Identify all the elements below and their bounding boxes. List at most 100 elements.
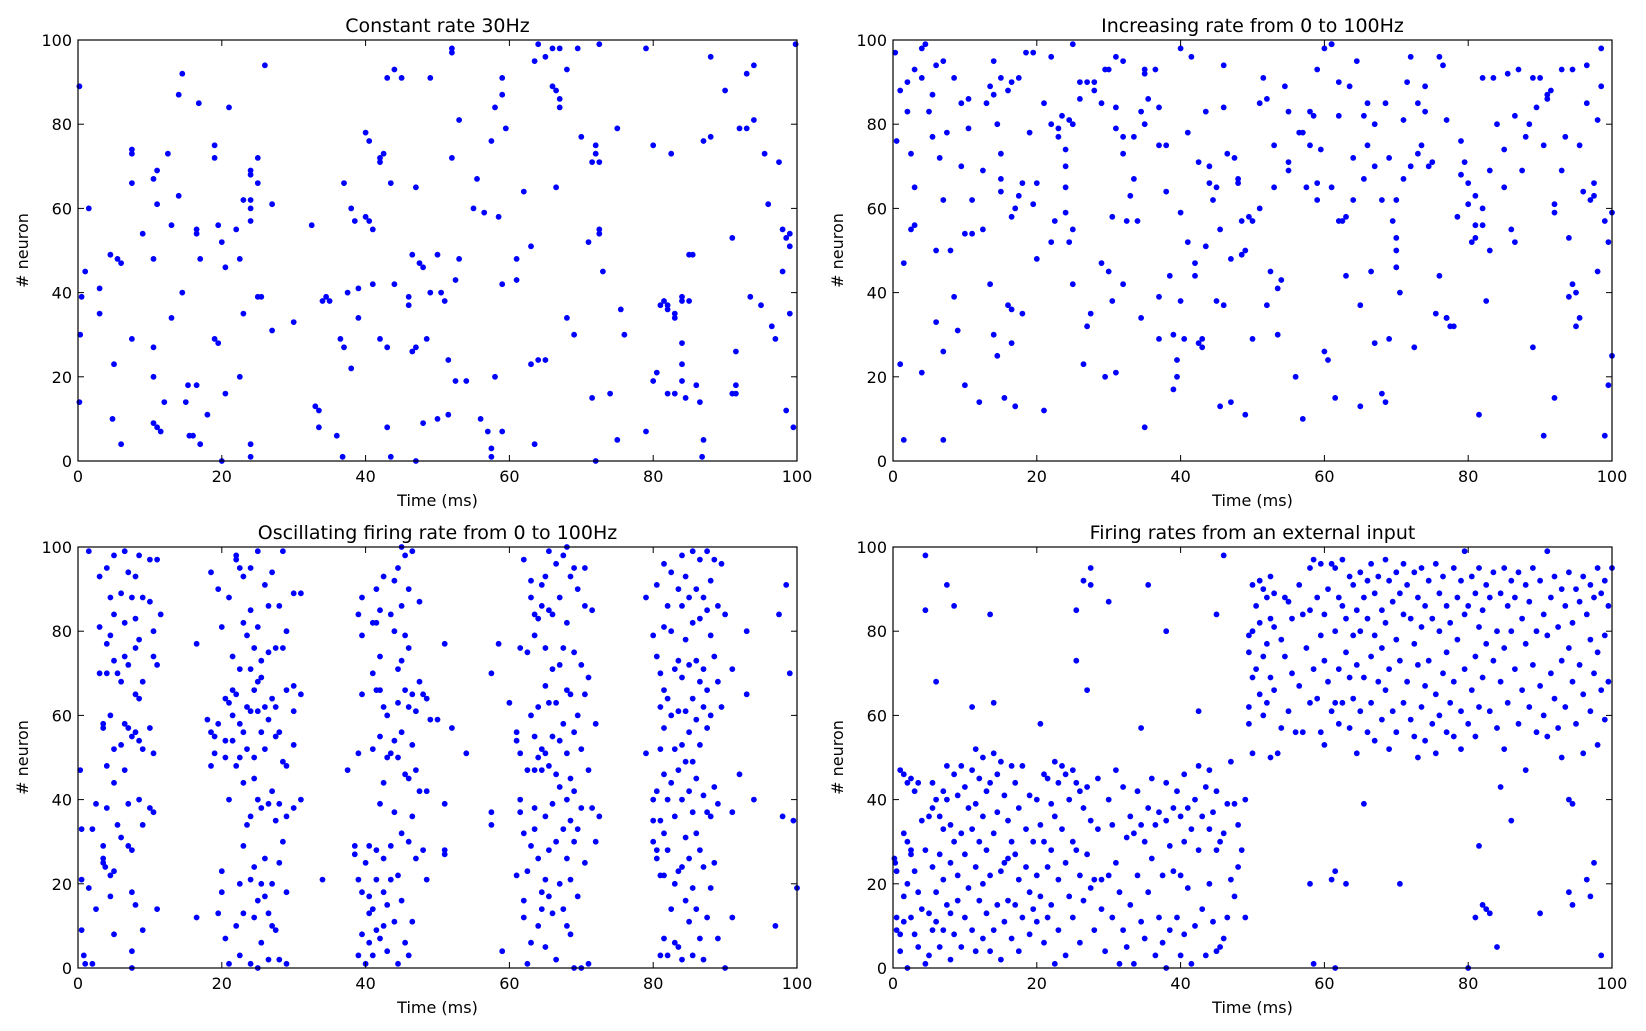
spike-point	[499, 75, 506, 81]
spike-point	[549, 45, 556, 52]
spike-point	[1307, 142, 1313, 149]
spike-point	[1379, 645, 1385, 651]
spike-point	[1282, 594, 1288, 601]
spike-point	[107, 594, 114, 601]
spike-point	[933, 889, 939, 896]
spike-point	[420, 264, 426, 271]
spike-point	[1332, 699, 1339, 706]
spike-point	[1415, 100, 1421, 107]
spike-point	[229, 737, 236, 744]
spike-point	[531, 632, 538, 639]
spike-point	[1181, 771, 1188, 778]
spike-point	[1379, 197, 1385, 203]
spike-point	[1113, 104, 1119, 111]
spike-point	[743, 691, 750, 698]
spike-point	[1472, 234, 1479, 241]
spike-point	[1601, 218, 1608, 224]
spike-point	[391, 737, 398, 744]
spike-point	[240, 729, 247, 736]
x-axis-label: Time (ms)	[396, 998, 478, 1017]
spike-point	[1508, 817, 1515, 824]
spike-point	[911, 222, 918, 229]
spike-point	[1432, 560, 1439, 567]
spike-point	[359, 931, 365, 938]
spike-point	[513, 872, 520, 879]
spike-point	[538, 603, 545, 609]
spike-point	[1145, 96, 1152, 102]
spike-point	[962, 230, 968, 237]
spike-point	[1515, 720, 1522, 727]
spike-point	[940, 876, 947, 883]
spike-point	[1382, 399, 1389, 405]
spike-point	[109, 415, 116, 422]
spike-series	[76, 41, 799, 464]
spike-point	[1357, 302, 1364, 309]
spike-point	[1210, 918, 1216, 925]
spike-point	[1084, 687, 1090, 693]
spike-point	[1382, 556, 1389, 563]
spike-point	[567, 573, 574, 580]
spike-point	[1264, 640, 1270, 647]
spike-point	[290, 319, 297, 325]
spike-point	[1328, 560, 1335, 567]
spike-point	[1415, 754, 1421, 761]
spike-point	[150, 628, 157, 635]
spike-point	[1102, 948, 1108, 955]
spike-point	[1551, 394, 1558, 401]
spike-point	[1041, 771, 1047, 778]
spike-point	[247, 607, 254, 614]
spike-point	[290, 683, 297, 689]
spike-point	[520, 188, 527, 195]
spike-point	[947, 910, 954, 917]
spike-point	[1386, 666, 1392, 672]
spike-point	[495, 640, 502, 647]
spike-point	[653, 369, 660, 376]
spike-point	[387, 611, 394, 618]
spike-point	[1131, 133, 1137, 140]
spike-point	[1508, 226, 1515, 233]
spike-point	[535, 615, 542, 622]
spike-point	[1069, 121, 1076, 128]
spike-point	[1264, 699, 1270, 706]
spike-point	[272, 817, 279, 824]
spike-point	[1436, 628, 1443, 635]
spike-point	[675, 657, 682, 664]
spike-point	[1486, 594, 1493, 601]
spike-point	[772, 335, 779, 342]
spike-point	[132, 902, 139, 908]
spike-point	[922, 607, 929, 614]
spike-point	[972, 864, 979, 870]
spike-point	[564, 750, 570, 757]
spike-point	[1274, 285, 1281, 292]
spike-point	[1368, 653, 1374, 660]
spike-point	[918, 906, 925, 912]
spike-point	[689, 758, 696, 765]
spike-point	[524, 960, 531, 967]
spike-point	[395, 754, 401, 761]
spike-point	[380, 889, 387, 896]
spike-point	[1310, 960, 1317, 967]
spike-point	[1206, 180, 1213, 186]
spike-point	[729, 234, 736, 241]
spike-point	[1019, 180, 1026, 186]
spike-point	[1587, 893, 1594, 900]
spike-point	[1192, 923, 1198, 929]
spike-point	[136, 796, 142, 803]
spike-point	[369, 906, 376, 912]
spike-point	[1037, 720, 1044, 727]
spike-point	[538, 582, 545, 588]
spike-point	[1576, 662, 1583, 668]
spike-point	[1134, 218, 1141, 224]
spike-point	[341, 180, 347, 186]
spike-point	[1069, 281, 1076, 288]
spike-point	[689, 809, 696, 816]
spike-point	[1141, 121, 1148, 128]
spike-point	[247, 666, 254, 672]
spike-point	[387, 876, 394, 883]
spike-point	[1432, 691, 1439, 698]
spike-point	[528, 577, 534, 584]
spike-point	[1285, 598, 1292, 605]
spike-point	[218, 889, 225, 896]
spike-point	[578, 662, 585, 668]
